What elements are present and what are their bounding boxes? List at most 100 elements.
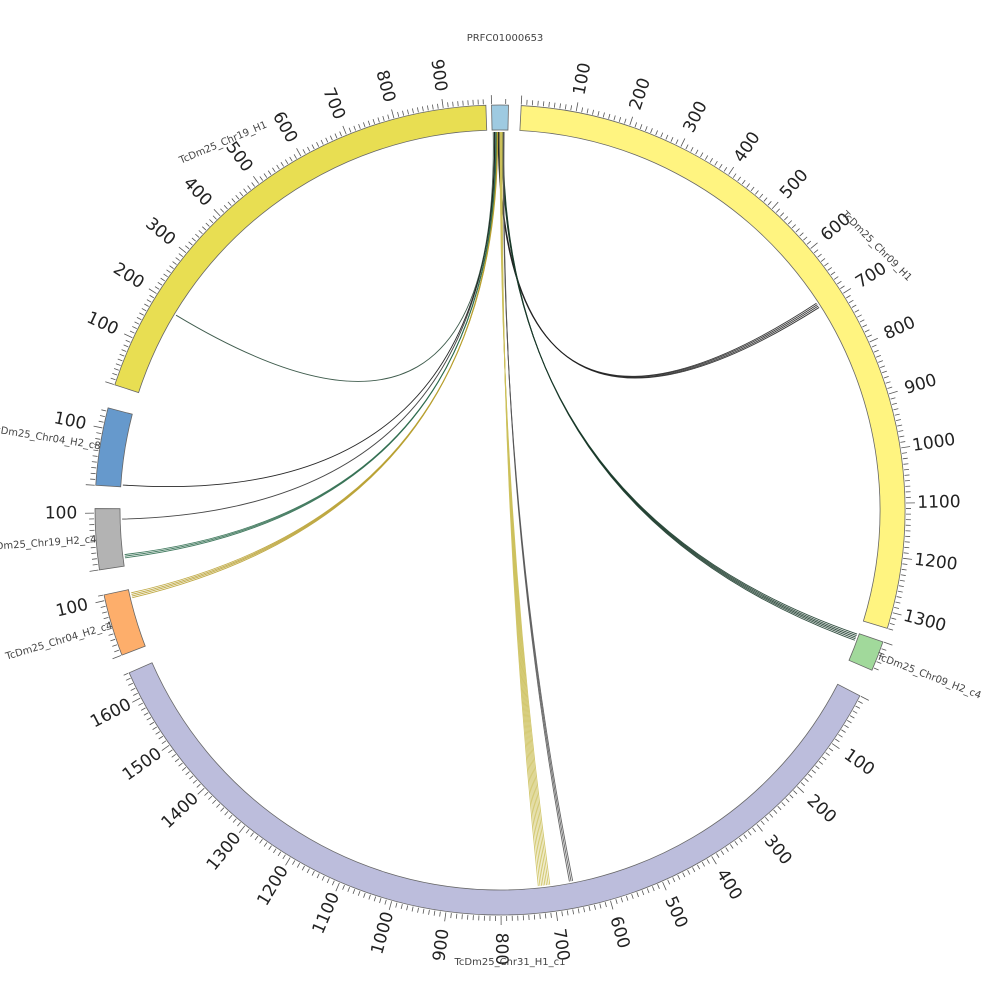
tick-chr09_h1-570 (799, 232, 804, 237)
tick-chr31_h1-1640 (125, 677, 131, 681)
tick-chr31_h1-980 (400, 903, 403, 910)
tick-chr19_h1-910 (447, 102, 449, 108)
tick-chr09_h1-970 (898, 430, 904, 432)
tick-chr19_h1-350 (198, 230, 203, 235)
tick-chr31_h1-1430 (189, 775, 194, 780)
tick-chr09_h1-400 (728, 166, 735, 175)
tick-chr31_h1-1370 (212, 799, 217, 804)
tick-chr31_h1-1490 (168, 749, 173, 754)
link-chr31_h1-1 (503, 132, 572, 882)
tick-chr09_h1-920 (891, 402, 897, 405)
tick-chr09_h1-1020 (902, 457, 908, 460)
tick-chr19_h1-320 (188, 241, 193, 246)
tick-chr09_h1-960 (897, 424, 903, 427)
link-chr09_h1-1 (497, 132, 818, 378)
tick-chr31_h1-250 (777, 805, 782, 811)
tick-chr31_h1-420 (701, 861, 705, 867)
tick-chr31_h1-1540 (152, 726, 158, 730)
tick-chr19_h1-300 (178, 246, 187, 254)
tick-chr19_h1-530 (267, 170, 272, 175)
tick-chr09_h1-470 (759, 193, 764, 199)
tick-chr09_h2-40 (873, 667, 879, 671)
tick-chr31_h1-660 (577, 908, 580, 914)
tick-chr09_h1-60 (553, 102, 556, 108)
tick-chr19_h1-390 (212, 215, 217, 220)
tick-chr19_h1-520 (263, 173, 268, 178)
link-chr04_h2c8-0 (122, 132, 496, 487)
tick-chr09_h1-1290 (894, 606, 900, 609)
tick-chr31_h1-100 (831, 743, 840, 750)
tick-chr31_h1-60 (844, 724, 849, 729)
tick-chr09_h1-500 (771, 201, 779, 210)
tick-chr19_h1-90 (125, 339, 131, 343)
tick-chr31_h1-570 (625, 895, 629, 901)
tick-chr31_h1-1390 (204, 791, 209, 796)
tick-label-chr31_h1-1500: 1500 (119, 744, 166, 785)
tick-chr31_h1-350 (734, 840, 739, 846)
tick-chr31_h1-880 (455, 913, 458, 919)
tick-label-chr31_h1-1200: 1200 (253, 862, 292, 909)
tick-chr09_h1-770 (862, 324, 868, 328)
tick-chr31_h1-120 (825, 752, 830, 756)
tick-chr04_h2c4-100 (95, 600, 105, 604)
tick-chr19_h1-810 (397, 111, 400, 117)
tick-chr19_h1-470 (243, 188, 248, 193)
tick-chr09_h1-1320 (889, 623, 895, 626)
tick-chr09_h1-540 (787, 220, 793, 225)
tick-chr04_h2c4-70 (103, 616, 109, 620)
tick-chr31_h1-1450 (181, 767, 187, 771)
tick-chr19_h1-190 (149, 294, 155, 299)
tick-chr09_h1-810 (871, 344, 877, 348)
tick-label-chr31_h1-1100: 1100 (309, 889, 344, 937)
tick-chr09_h1-990 (900, 441, 906, 443)
tick-chr09_h1-890 (887, 386, 893, 389)
tick-label-chr09_h1-700: 700 (852, 259, 890, 293)
tick-chr09_h1-410 (732, 173, 737, 178)
link-chr31_h1-7 (501, 132, 539, 887)
tick-chr31_h1-1600 (132, 697, 141, 703)
chromosome-label-chr09_h2: TcDm25_Chr09_H2_c4 (874, 651, 982, 702)
tick-chr31_h1-930 (428, 909, 430, 915)
tick-chr19_h1-230 (160, 277, 166, 282)
tick-chr04_h2c8-70 (94, 443, 100, 446)
tick-chr19_h1-640 (316, 142, 320, 147)
tick-chr09_h1-1330 (888, 628, 894, 631)
tick-chr31_h1-40 (849, 715, 855, 719)
tick-chr09_h1-1200 (903, 557, 913, 560)
tick-chr19_h2-0 (89, 569, 99, 572)
tick-chr19_h1-410 (220, 208, 225, 213)
tick-label-chr19_h1-600: 600 (268, 108, 301, 146)
tick-chr31_h1-560 (631, 893, 634, 899)
tick-chr31_h1-950 (417, 907, 419, 913)
tick-marks (85, 95, 915, 925)
tick-chr31_h1-1310 (237, 822, 241, 827)
tick-chr09_h1-930 (893, 408, 899, 411)
tick-chr04_h2c4-90 (100, 605, 106, 608)
tick-chr09_h1-240 (650, 128, 653, 134)
tick-chr31_h1-1460 (178, 762, 183, 767)
tick-chr31_h1-1100 (335, 882, 340, 892)
tick-chr31_h1-1040 (368, 894, 371, 900)
tick-chr31_h1-260 (773, 809, 778, 814)
tick-chr09_h1-170 (613, 115, 616, 121)
tick-chr19_h1-380 (209, 219, 214, 224)
tick-chr19_h1-360 (202, 226, 207, 231)
tick-label-chr31_h1-700: 700 (549, 927, 573, 962)
tick-chr31_h1-330 (743, 834, 748, 839)
tick-chr31_h1-890 (450, 913, 452, 919)
tick-chr09_h1-610 (813, 249, 819, 254)
tick-chr31_h1-1060 (357, 890, 361, 896)
tick-chr09_h1-1240 (899, 579, 905, 582)
tick-chr19_h1-140 (136, 317, 142, 321)
tick-chr09_h1-1310 (891, 617, 897, 620)
tick-chr31_h1-1090 (342, 884, 345, 890)
tick-chr09_h1-740 (854, 309, 860, 313)
tick-chr19_h1-200 (148, 288, 157, 294)
tick-chr09_h1-310 (685, 144, 689, 150)
tick-label-chr09_h1-1300: 1300 (901, 606, 948, 636)
tick-chr31_h1-20 (855, 705, 861, 709)
tick-chr09_h1-880 (885, 381, 891, 384)
chromosome-segment-chr09_h1 (519, 105, 906, 629)
tick-chr19_h1-250 (166, 269, 171, 274)
